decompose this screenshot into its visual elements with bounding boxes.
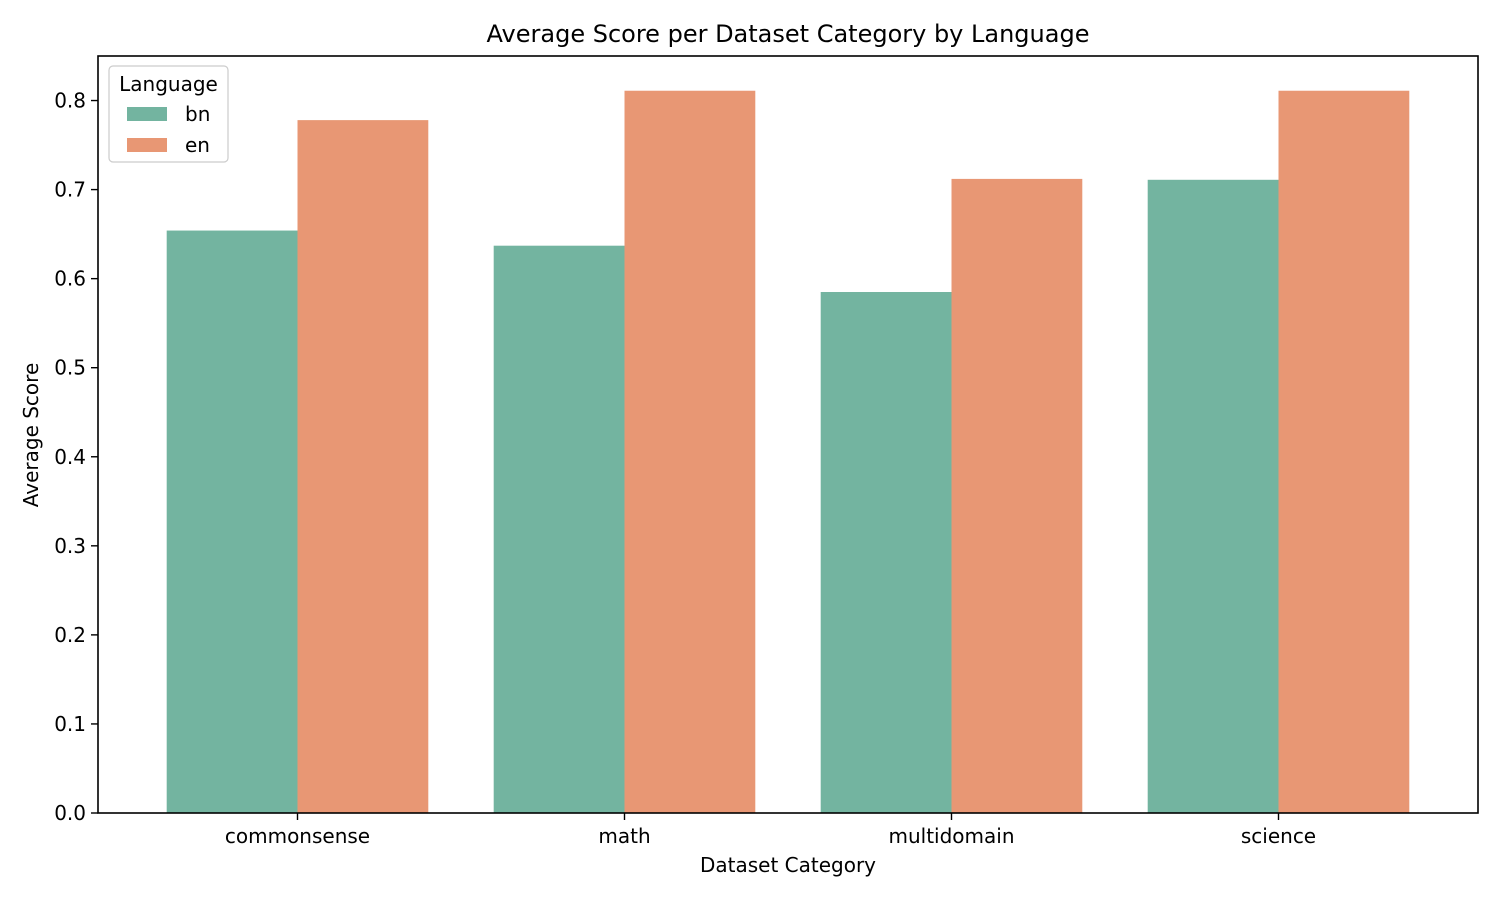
legend-title: Language [119,72,218,96]
bar-bn-math [493,245,625,813]
bar-bn-science [1147,179,1279,814]
x-axis-label: Dataset Category [700,853,876,877]
y-tick-label: 0.0 [54,801,86,825]
y-tick-label: 0.3 [54,534,86,558]
x-tick-label: math [598,824,650,848]
y-axis-label: Average Score [19,363,43,508]
plot-frame [97,55,1479,814]
y-tick-label: 0.7 [54,178,86,202]
y-tick-label: 0.1 [54,712,86,736]
x-tick-label: science [1241,824,1316,848]
bar-en-math [624,90,756,814]
chart-title: Average Score per Dataset Category by La… [487,20,1090,48]
legend-label-bn: bn [185,102,210,126]
y-tick-label: 0.2 [54,623,86,647]
legend-swatch-en [127,138,167,152]
legend-label-en: en [185,133,210,157]
bars-group [166,90,1410,814]
bar-en-multidomain [951,178,1083,813]
x-tick-label: commonsense [225,824,370,848]
y-tick-label: 0.6 [54,267,86,291]
y-tick-label: 0.5 [54,356,86,380]
legend: Language bn en [108,65,229,163]
bar-bn-commonsense [166,230,298,813]
y-axis: 0.0 0.1 0.2 0.3 0.4 0.5 0.6 0.7 0.8 [54,89,98,825]
x-axis: commonsense math multidomain science [225,813,1316,848]
bar-en-commonsense [297,120,429,813]
y-tick-label: 0.4 [54,445,86,469]
y-tick-label: 0.8 [54,89,86,113]
x-tick-label: multidomain [888,824,1014,848]
legend-swatch-bn [127,107,167,121]
bar-bn-multidomain [820,292,952,814]
bar-en-science [1278,90,1410,814]
